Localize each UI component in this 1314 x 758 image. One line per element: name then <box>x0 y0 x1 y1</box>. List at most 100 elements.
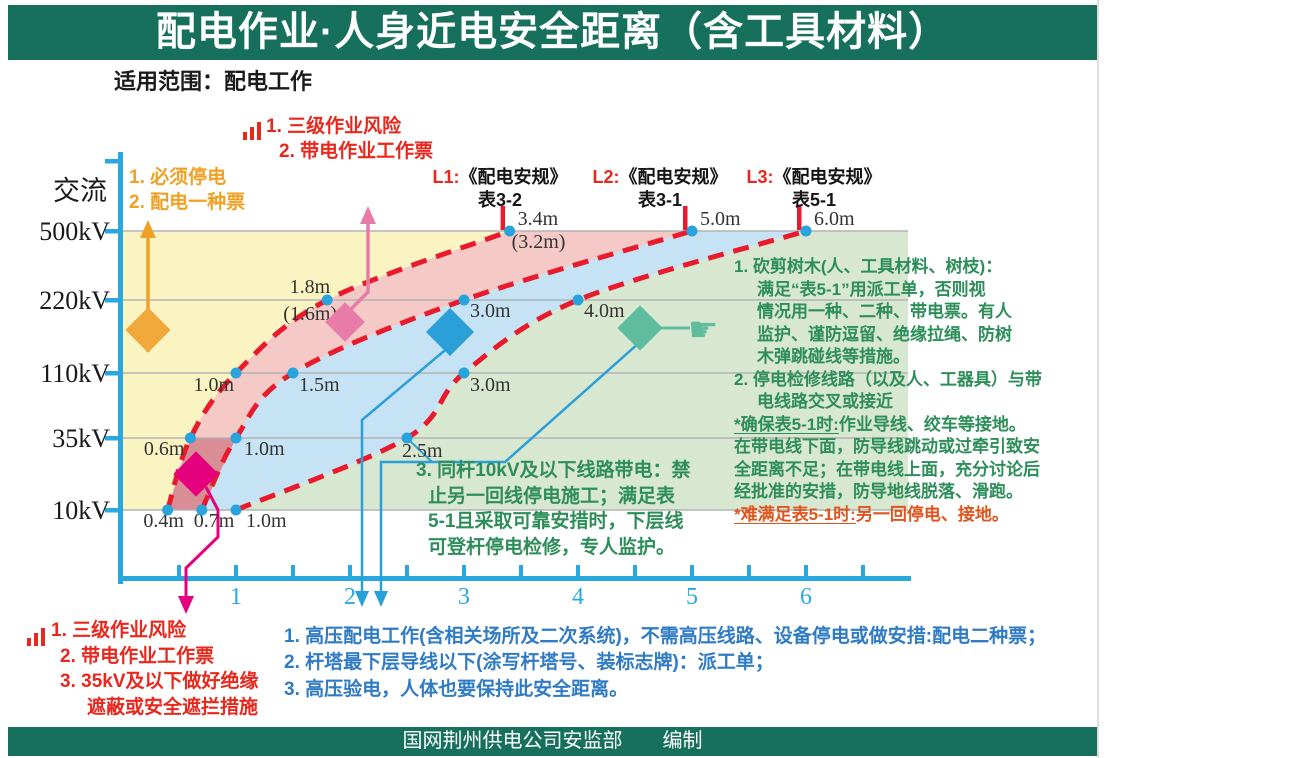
text-line: 在带电线下面，防导线跳动或过牵引致安 <box>734 437 1040 456</box>
point-label: 4.0m <box>584 300 625 322</box>
y-category-label: 10kV <box>52 496 110 525</box>
data-point-L3 <box>800 225 812 237</box>
legend-l1-table: 表3-2 <box>477 190 522 210</box>
text-line: 1. 必须停电 <box>129 167 227 188</box>
text-line: 2. 杆塔最下层导线以下(涂写杆塔号、装标志牌)：派工单； <box>284 652 774 674</box>
text-line: 经批准的安措，防导地线脱落、滑跑。 <box>734 482 1023 501</box>
legend-l3-table: 表5-1 <box>791 190 836 210</box>
legend-l2-table: 表3-1 <box>637 190 682 210</box>
risk-bars-icon <box>243 122 261 140</box>
y-tick-10kV <box>105 508 119 513</box>
text-line: 3. 同杆10kV及以下线路带电：禁 <box>416 460 691 481</box>
x-tick <box>405 565 409 576</box>
alt-point-label: (3.2m) <box>512 231 566 253</box>
y-axis <box>118 152 123 584</box>
data-point-L3 <box>458 367 470 379</box>
legend-l3-book: 《配电安规》 <box>773 167 882 187</box>
y-category-label: 220kV <box>39 286 110 315</box>
note-same-pole-10kv: 3. 同杆10kV及以下线路带电：禁 止另一回线停电施工；满足表 5-1且采取可靠安… <box>416 458 691 560</box>
x-tick-label: 2 <box>344 584 356 610</box>
pointing-hand-icon: ☛ <box>688 311 718 349</box>
data-point-L2 <box>458 294 470 306</box>
data-point-L3 <box>572 294 584 306</box>
data-point-L2 <box>230 432 242 444</box>
footer-credit: 国网荆州供电公司安监部 编制 <box>402 730 703 752</box>
x-tick <box>348 565 352 576</box>
point-label: 0.6m <box>144 438 185 460</box>
x-tick-label: 4 <box>572 584 584 610</box>
x-tick <box>690 565 694 576</box>
legend-l1: L1:《配电安规》 表3-2 <box>430 166 570 212</box>
point-label: 3.4m <box>518 208 559 230</box>
legend-l1-book: 《配电安规》 <box>459 167 568 187</box>
data-point-L3 <box>230 504 242 516</box>
point-label: 0.7m <box>194 510 235 532</box>
text-line: 木弹跳碰线等措施。 <box>757 347 910 366</box>
hard-table51-rest: 另一回停电、接地。 <box>855 504 1009 524</box>
legend-tick-L2 <box>683 206 688 230</box>
legend-l1-line1: L1:《配电安规》 <box>430 166 570 189</box>
x-axis <box>118 576 911 581</box>
region-l1-l2 <box>167 231 693 510</box>
text-line: 2. 带电作业工作票 <box>60 645 215 667</box>
note-live-work-top: 1. 三级作业风险 2. 带电作业工作票 <box>266 114 433 164</box>
note-must-power-off: 1. 必须停电 2. 配电一种票 <box>129 165 245 215</box>
chart-axes: 1 2 3 4 5 6 10kV 35kV 110kV 220kV 500kV 交流 <box>39 152 911 610</box>
x-tick <box>804 565 808 576</box>
text-line: 遮蔽或安全遮拦措施 <box>87 696 259 718</box>
text-line: 1. 三级作业风险 <box>51 620 187 641</box>
region-l2-l3 <box>201 231 807 510</box>
text-line: 5-1且采取可靠安措时，下层线 <box>428 511 684 532</box>
text-line: 1. 三级作业风险 <box>266 116 402 137</box>
point-label: 0.4m <box>143 510 184 532</box>
x-tick <box>462 565 466 576</box>
text-line: 可登杆停电检修，专人监护。 <box>428 536 676 558</box>
y-tick-220kV <box>105 298 119 303</box>
x-tick <box>576 565 580 576</box>
data-point-L3 <box>401 432 413 444</box>
text-line: 满足“表5-1”用派工单，否则视 <box>757 279 986 299</box>
x-tick <box>234 565 238 576</box>
y-category-label: 500kV <box>39 217 110 246</box>
x-tick <box>633 565 637 576</box>
legend-tick-L3 <box>797 206 802 230</box>
data-point-L1 <box>230 367 242 379</box>
note-crossing-head: 2. 停电检修线路（以及人、工器具）与带 电线路交叉或接近 <box>734 369 1042 414</box>
data-point-L2 <box>287 367 299 379</box>
chart-curves <box>165 228 807 513</box>
note-hv-distribution-work: 1. 高压配电工作(含相关场所及二次系统)，不需高压线路、设备停电或做安措:配电… <box>284 624 1046 703</box>
point-label: 3.0m <box>470 300 511 322</box>
point-label: 5.0m <box>700 208 741 230</box>
legend-l3-tag: L3: <box>746 167 774 187</box>
y-tick-500kV <box>105 229 119 234</box>
point-label: 1.8m <box>290 276 331 298</box>
legend-l2-tag: L2: <box>592 167 620 187</box>
legend-l2-line1: L2:《配电安规》 <box>590 166 730 189</box>
data-point-L2 <box>686 225 698 237</box>
x-tick <box>177 565 181 576</box>
footer-bar: 国网荆州供电公司安监部 编制 <box>8 727 1097 756</box>
text-line: 2. 配电一种票 <box>129 192 246 213</box>
annotation-connectors: ☛ <box>140 206 718 614</box>
ensure-table51-lead: *确保表5-1时: <box>734 414 839 434</box>
hard-table51-lead: *难满足表5-1时: <box>734 504 856 524</box>
alt-point-label: (1.6m) <box>283 303 337 325</box>
title-bar: 配电作业·人身近电安全距离（含工具材料） <box>8 5 1097 60</box>
chart-points: 0.4m 0.6m 1.0m 1.8m 3.4m 0.7m 1.0m 1.5m 3.0m 5.0m… <box>143 206 855 532</box>
blue-diamond-connector <box>355 345 451 607</box>
x-tick-label: 1 <box>230 584 242 610</box>
text-line: 监护、谨防逗留、绝缘拉绳、防树 <box>757 324 1012 344</box>
x-tick-label: 6 <box>800 584 812 610</box>
point-label: 1.0m <box>193 374 234 396</box>
legend-tick-L1 <box>500 206 506 230</box>
data-point-L1 <box>504 225 516 237</box>
point-label: 6.0m <box>814 208 855 230</box>
note-live-work-bottom: 1. 三级作业风险 2. 带电作业工作票 3. 35kV及以下做好绝缘 遮蔽或安全遮拦… <box>51 618 259 720</box>
x-tick-label: 3 <box>458 584 470 610</box>
slide-right-divider <box>1097 0 1099 758</box>
point-label: 1.0m <box>246 510 287 532</box>
y-category-label: 35kV <box>52 424 110 453</box>
text-line: 2. 停电检修线路（以及人、工器具）与带 <box>734 369 1042 389</box>
